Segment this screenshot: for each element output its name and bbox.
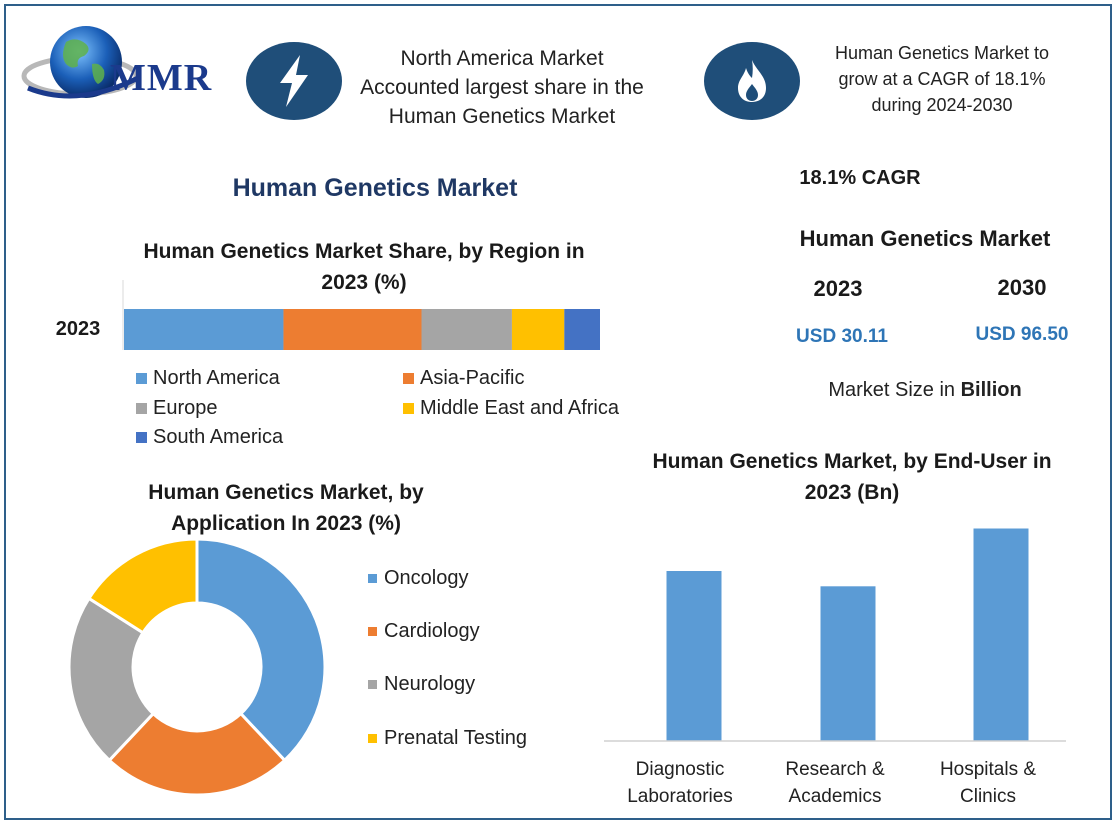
highlight-2-line-3: during 2024-2030 [871, 95, 1013, 115]
value-2023: USD 30.11 [796, 326, 888, 347]
application-title-line-1: Human Genetics Market, by [148, 481, 424, 504]
category-label-research-academics: Research & Academics [755, 756, 915, 810]
legend-label: Asia-Pacific [420, 367, 525, 389]
logo-text: MMR [110, 57, 213, 99]
region-bar-segment-asia-pacific [283, 309, 422, 350]
end-user-bar-diagnostic-laboratories [666, 571, 722, 741]
legend-swatch [136, 373, 147, 384]
legend-swatch [136, 432, 147, 443]
region-bar-segment-south-america [564, 309, 600, 350]
cagr-label: 18.1% CAGR [799, 167, 921, 189]
market-size-title: Human Genetics Market [799, 226, 1051, 251]
region-title-line-1: Human Genetics Market Share, by Region i… [143, 240, 585, 263]
main-title: Human Genetics Market [232, 174, 518, 202]
category-line-1: Hospitals & [939, 759, 1037, 780]
region-title-line-2: 2023 (%) [321, 271, 407, 294]
legend-north-america: North America [136, 367, 280, 390]
legend-neurology: Neurology [368, 673, 475, 696]
legend-swatch [403, 373, 414, 384]
end-user-title-line-1: Human Genetics Market, by End-User in [652, 450, 1052, 473]
highlight-1-line-3: Human Genetics Market [388, 105, 616, 128]
highlight-1-text: North America Market Accounted largest s… [340, 44, 664, 131]
donut-slice-cardiology [107, 711, 287, 797]
legend-prenatal-testing: Prenatal Testing [368, 727, 527, 750]
legend-swatch [403, 403, 414, 414]
legend-swatch [368, 680, 377, 689]
infographic-frame [4, 4, 1112, 820]
unit-prefix: Market Size in [828, 379, 961, 401]
highlight-2-line-2: grow at a CAGR of 18.1% [838, 69, 1046, 89]
highlight-2-line-1: Human Genetics Market to [834, 43, 1050, 63]
highlight-1-line-1: North America Market [400, 47, 604, 70]
legend-label: Middle East and Africa [420, 397, 619, 419]
category-line-2: Laboratories [627, 786, 733, 807]
end-user-title-line-2: 2023 (Bn) [804, 481, 900, 504]
legend-south-america: South America [136, 426, 283, 449]
donut-slice-neurology [67, 596, 156, 763]
end-user-bar-chart [604, 528, 1066, 742]
legend-oncology: Oncology [368, 567, 469, 590]
legend-swatch [368, 734, 377, 743]
application-chart-title: Human Genetics Market, by Application In… [90, 477, 482, 539]
highlight-1-badge [246, 42, 342, 120]
year-2030-label: 2030 [997, 275, 1047, 300]
region-bar-segment-middle-east-and-africa [511, 309, 565, 350]
unit-bold: Billion [960, 379, 1022, 401]
category-line-2: Academics [788, 786, 882, 807]
value-2030: USD 96.50 [975, 324, 1069, 345]
legend-label: Cardiology [384, 620, 480, 642]
category-label-hospitals-clinics: Hospitals & Clinics [908, 756, 1068, 810]
region-stacked-bar-chart [122, 280, 600, 350]
highlight-1-line-2: Accounted largest share in the [360, 76, 644, 99]
region-bar-segment-europe [421, 309, 512, 350]
legend-swatch [368, 574, 377, 583]
highlight-2-badge [704, 42, 800, 120]
category-line-1: Research & [785, 759, 885, 780]
legend-label: Prenatal Testing [384, 727, 528, 749]
legend-swatch [136, 403, 147, 414]
legend-label: South America [153, 426, 284, 448]
lightning-icon [280, 55, 308, 107]
end-user-chart-title: Human Genetics Market, by End-User in 20… [610, 446, 1094, 508]
category-line-1: Diagnostic [635, 759, 725, 780]
end-user-bar-hospitals-clinics [973, 528, 1029, 741]
legend-label: Oncology [384, 567, 469, 589]
legend-europe: Europe [136, 397, 218, 420]
flame-icon [738, 60, 766, 102]
highlight-2-text: Human Genetics Market to grow at a CAGR … [800, 40, 1084, 118]
donut-slice-oncology [195, 537, 327, 763]
legend-label: Europe [153, 397, 218, 419]
application-donut-chart [67, 537, 327, 797]
category-line-2: Clinics [960, 786, 1016, 807]
category-label-diagnostic-laboratories: Diagnostic Laboratories [600, 756, 760, 810]
logo: MMR [18, 16, 228, 116]
donut-slice-prenatal-testing [86, 537, 199, 635]
end-user-bar-research-academics [820, 586, 876, 741]
region-bar-segment-north-america [124, 309, 284, 350]
legend-middle-east-africa: Middle East and Africa [403, 397, 619, 420]
region-chart-title: Human Genetics Market Share, by Region i… [110, 236, 618, 298]
legend-asia-pacific: Asia-Pacific [403, 367, 524, 390]
application-title-line-2: Application In 2023 (%) [171, 512, 401, 535]
globe-logo-icon [21, 26, 140, 99]
legend-label: Neurology [384, 673, 476, 695]
legend-cardiology: Cardiology [368, 620, 480, 643]
market-size-unit: Market Size in Billion [790, 379, 1060, 402]
region-category-label: 2023 [55, 318, 101, 340]
year-2023-label: 2023 [813, 276, 863, 301]
legend-swatch [368, 627, 377, 636]
legend-label: North America [153, 367, 280, 389]
